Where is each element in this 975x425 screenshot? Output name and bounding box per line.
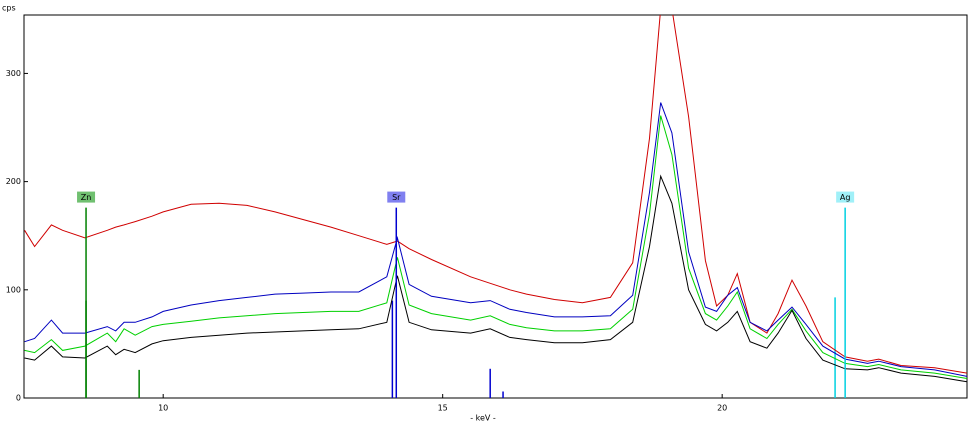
x-axis-label: - keV -: [470, 414, 496, 423]
spectrum-line: [24, 15, 967, 374]
y-axis-label: cps: [2, 4, 16, 13]
spectrum-line: [24, 102, 967, 377]
element-label-box: [387, 191, 406, 203]
x-tick-label: 10: [158, 404, 168, 413]
spectrum-line: [24, 115, 967, 379]
x-tick-label: 20: [717, 404, 727, 413]
y-tick-label: 200: [6, 177, 21, 186]
element-label: Ag: [840, 193, 851, 202]
spectrum-line: [24, 174, 967, 383]
y-tick-label: 100: [6, 285, 21, 294]
element-label-box: [77, 191, 96, 203]
y-tick-label: 300: [6, 69, 21, 78]
element-label: Zn: [81, 193, 92, 202]
element-label-box: [836, 191, 855, 203]
y-tick-label: 0: [16, 394, 21, 403]
x-tick-label: 15: [438, 404, 448, 413]
element-label: Sr: [392, 193, 401, 202]
plot: [24, 15, 967, 398]
